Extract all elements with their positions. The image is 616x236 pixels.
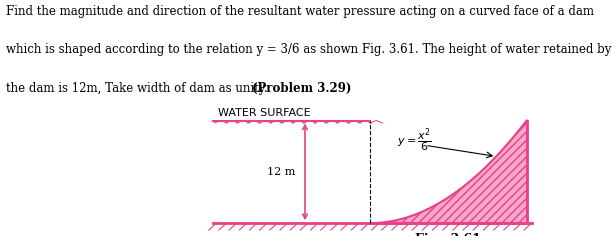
Text: 12 m: 12 m [267,167,296,177]
Text: which is shaped according to the relation y = 3/6 as shown Fig. 3.61. The height: which is shaped according to the relatio… [6,43,612,56]
Text: (Problem 3.29): (Problem 3.29) [253,82,352,95]
Text: $y=\dfrac{x^2}{6}$: $y=\dfrac{x^2}{6}$ [397,127,432,155]
Text: WATER SURFACE: WATER SURFACE [218,108,310,118]
Text: Fig.  3.61: Fig. 3.61 [415,233,481,236]
Text: the dam is 12m, Take width of dam as unity.: the dam is 12m, Take width of dam as uni… [6,82,272,95]
Text: Find the magnitude and direction of the resultant water pressure acting on a cur: Find the magnitude and direction of the … [6,5,594,18]
